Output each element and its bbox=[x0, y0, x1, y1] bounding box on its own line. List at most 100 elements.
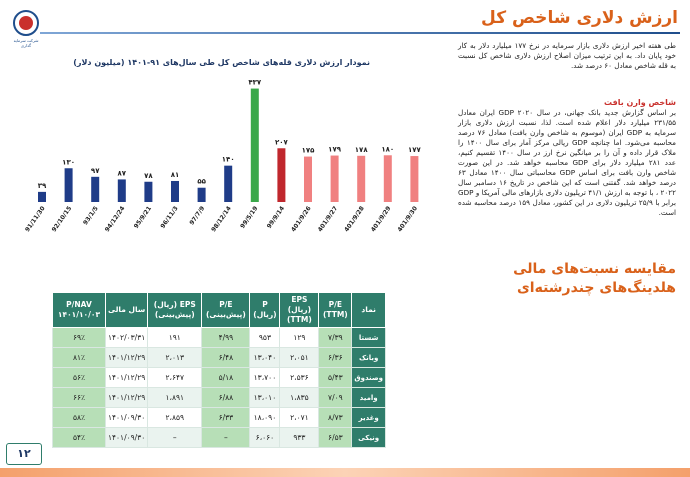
bar-94/12/24 bbox=[117, 179, 126, 202]
cell-symbol: وصندوق bbox=[351, 367, 386, 388]
x-tick-label: 91/11/30 bbox=[24, 205, 47, 233]
cell-eps-ttm: ۱۲۹ bbox=[279, 327, 320, 348]
bar-92/10/15 bbox=[64, 168, 73, 202]
cell-price: ۱۳،۷۰۰ bbox=[249, 367, 281, 388]
bar-value-label: ۱۴۰ bbox=[222, 156, 235, 164]
cell-pe-forecast: – bbox=[201, 427, 251, 448]
col-header-price: P (ریال) bbox=[249, 292, 281, 328]
cell-fiscal-year: ۱۴۰۱/۰۹/۳۰ bbox=[104, 407, 149, 428]
cell-pnav: ۵۴٪ bbox=[52, 427, 106, 448]
x-tick-label: 401/9/26 bbox=[290, 205, 313, 233]
cell-pe-forecast: ۶/۸۸ bbox=[201, 387, 251, 408]
bar-98/12/14 bbox=[224, 165, 233, 202]
bar-value-label: ۱۸۰ bbox=[381, 145, 394, 153]
cell-fiscal-year: ۱۴۰۱/۰۹/۳۰ bbox=[104, 427, 149, 448]
cell-pe-forecast: ۵/۱۸ bbox=[201, 367, 251, 388]
table-row: وغدیر ۸/۷۳ ۲،۰۷۱ ۱۸،۰۹۰ ۶/۳۳ ۲،۸۵۹ ۱۴۰۱/… bbox=[52, 407, 386, 428]
section-title: ارزش دلاری شاخص کل bbox=[481, 8, 678, 28]
cell-eps-ttm: ۱،۸۳۵ bbox=[279, 387, 320, 408]
title-divider bbox=[40, 32, 680, 34]
x-tick-label: 93/1/5 bbox=[82, 205, 100, 226]
table-row: وامید ۷/۰۹ ۱،۸۳۵ ۱۳،۰۱۰ ۶/۸۸ ۱،۸۹۱ ۱۴۰۱/… bbox=[52, 387, 386, 408]
cell-pnav: ۶۶٪ bbox=[52, 387, 106, 408]
heading-holdings: هلدینگ‌های چندرشته‌ای bbox=[516, 280, 676, 296]
cell-symbol: ونیکی bbox=[351, 427, 386, 448]
cell-price: ۹۵۳ bbox=[249, 327, 281, 348]
bar-91/11/30 bbox=[38, 191, 46, 202]
bar-value-label: ۴۳۷ bbox=[248, 79, 262, 87]
bar-value-label: ۸۱ bbox=[171, 171, 180, 179]
cell-pe-ttm: ۵/۴۳ bbox=[318, 367, 353, 388]
cell-symbol: وغدیر bbox=[351, 407, 386, 428]
cell-eps-forecast: – bbox=[147, 427, 203, 448]
cell-fiscal-year: ۱۴۰۱/۱۲/۲۹ bbox=[104, 367, 149, 388]
cell-pe-ttm: ۶/۵۳ bbox=[318, 427, 353, 448]
bar-96/11/3 bbox=[171, 180, 179, 202]
cell-price: ۱۸،۰۹۰ bbox=[249, 407, 281, 428]
x-tick-label: 99/9/14 bbox=[266, 205, 286, 230]
cell-fiscal-year: ۱۴۰۱/۱۲/۲۹ bbox=[104, 387, 149, 408]
bar-value-label: ۸۷ bbox=[118, 169, 127, 177]
x-tick-label: 97/7/9 bbox=[188, 205, 206, 226]
cell-pnav: ۸۱٪ bbox=[52, 347, 106, 368]
col-header-eps-forecast: EPS (ریال) (پیش‌بینی) bbox=[147, 292, 203, 328]
bar-value-label: ۱۷۷ bbox=[408, 146, 422, 154]
cell-eps-forecast: ۱،۸۹۱ bbox=[147, 387, 203, 408]
col-header-pnav: P/NAV ۱۴۰۱/۱۰/۰۳ bbox=[52, 292, 106, 328]
cell-pe-ttm: ۶/۳۶ bbox=[318, 347, 353, 368]
x-tick-label: 98/12/14 bbox=[210, 205, 233, 233]
cell-pe-ttm: ۸/۷۳ bbox=[318, 407, 353, 428]
x-tick-label: 95/9/21 bbox=[133, 205, 153, 230]
cell-eps-forecast: ۲،۸۵۹ bbox=[147, 407, 203, 428]
subheading-buffett: شاخص وارن بافت bbox=[604, 98, 676, 107]
bar-401/9/29 bbox=[383, 155, 392, 202]
cell-price: ۶،۰۶۰ bbox=[249, 427, 281, 448]
bar-401/9/26 bbox=[304, 156, 312, 202]
cell-symbol: شستا bbox=[351, 327, 386, 348]
cell-pnav: ۵۸٪ bbox=[52, 407, 106, 428]
cell-eps-forecast: ۲،۶۴۷ bbox=[147, 367, 203, 388]
cell-fiscal-year: ۱۴۰۱/۱۲/۲۹ bbox=[104, 347, 149, 368]
bar-99/5/19 bbox=[250, 88, 259, 202]
bar-value-label: ۱۷۸ bbox=[355, 146, 369, 154]
cell-eps-forecast: ۱۹۱ bbox=[147, 327, 203, 348]
bar-95/9/21 bbox=[144, 181, 153, 202]
bar-97/7/9 bbox=[197, 187, 206, 202]
col-header-pe-forecast: P/E (پیش‌بینی) bbox=[201, 292, 251, 328]
x-tick-label: 401/9/30 bbox=[396, 205, 419, 233]
cell-eps-ttm: ۹۳۳ bbox=[279, 427, 320, 448]
bar-93/1/5 bbox=[91, 176, 100, 202]
bar-value-label: ۲۰۷ bbox=[275, 138, 289, 146]
table-row: شستا ۷/۳۹ ۱۲۹ ۹۵۳ ۴/۹۹ ۱۹۱ ۱۴۰۲/۰۳/۳۱ ۶۹… bbox=[52, 327, 386, 348]
col-header-symbol: نماد bbox=[351, 292, 386, 328]
bar-value-label: ۷۸ bbox=[144, 172, 153, 180]
ratios-table: نماد P/E (TTM) EPS (ریال) (TTM) P (ریال)… bbox=[52, 292, 386, 448]
chart-title: نمودار ارزش دلاری قله‌های شاخص کل طی سال… bbox=[73, 58, 370, 67]
bar-99/9/14 bbox=[277, 148, 286, 202]
bar-value-label: ۱۷۹ bbox=[328, 146, 342, 154]
cell-symbol: وامید bbox=[351, 387, 386, 408]
cell-pnav: ۵۶٪ bbox=[52, 367, 106, 388]
cell-pe-forecast: ۴/۹۹ bbox=[201, 327, 251, 348]
cell-eps-forecast: ۲،۰۱۳ bbox=[147, 347, 203, 368]
cell-eps-ttm: ۲،۵۳۶ bbox=[279, 367, 320, 388]
cell-eps-ttm: ۲،۰۷۱ bbox=[279, 407, 320, 428]
bar-value-label: ۱۳۰ bbox=[62, 158, 75, 166]
x-tick-label: 401/9/27 bbox=[317, 205, 340, 233]
bar-value-label: ۵۵ bbox=[197, 178, 206, 186]
page-number: ۱۲ bbox=[6, 443, 42, 465]
table-row: وصندوق ۵/۴۳ ۲،۵۳۶ ۱۳،۷۰۰ ۵/۱۸ ۲،۶۴۷ ۱۴۰۱… bbox=[52, 367, 386, 388]
cell-pe-forecast: ۶/۳۳ bbox=[201, 407, 251, 428]
bar-401/9/30 bbox=[410, 156, 419, 202]
x-tick-label: 99/5/19 bbox=[239, 205, 259, 230]
bar-value-label: ۱۷۵ bbox=[302, 147, 316, 155]
x-tick-label: 401/9/29 bbox=[370, 205, 393, 233]
cell-pnav: ۶۹٪ bbox=[52, 327, 106, 348]
cell-pe-forecast: ۶/۴۸ bbox=[201, 347, 251, 368]
cell-fiscal-year: ۱۴۰۲/۰۳/۳۱ bbox=[104, 327, 149, 348]
cell-price: ۱۳،۰۴۰ bbox=[249, 347, 281, 368]
cell-symbol: وبانک bbox=[351, 347, 386, 368]
paragraph-dollar-value: طی هفته اخیر ارزش دلاری بازار سرمایه در … bbox=[458, 41, 676, 70]
cell-eps-ttm: ۲،۰۵۱ bbox=[279, 347, 320, 368]
